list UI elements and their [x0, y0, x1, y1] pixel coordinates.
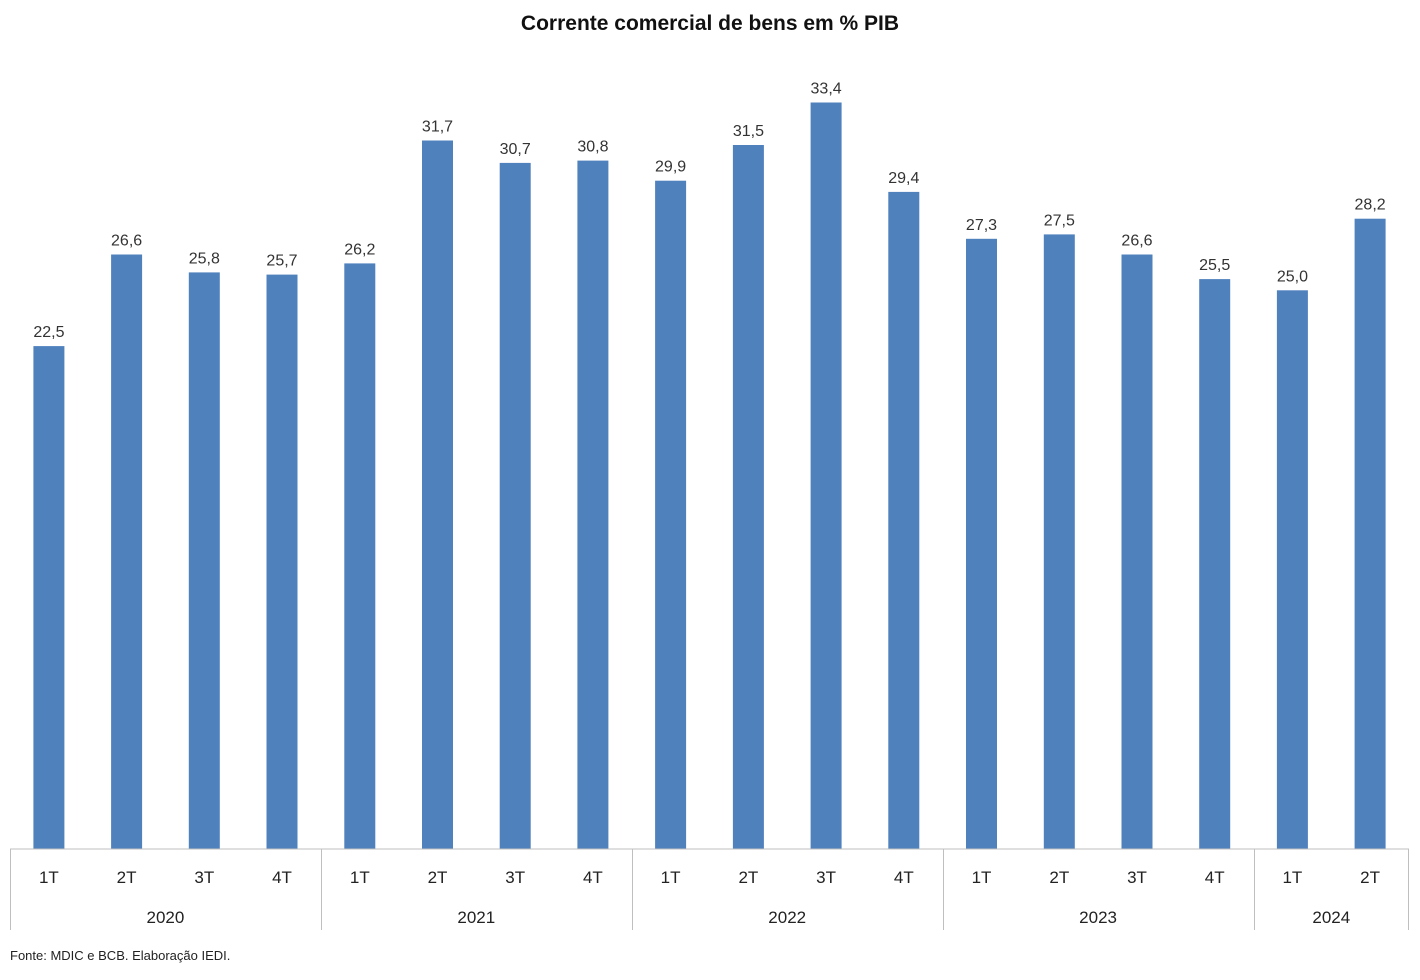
value-label-1: 22,5	[33, 324, 64, 341]
bar-7	[499, 162, 531, 849]
quarter-tick-label: 4T	[894, 868, 914, 887]
year-label-2020: 2020	[146, 908, 184, 927]
bar-4	[266, 274, 298, 850]
year-label-2023: 2023	[1079, 908, 1117, 927]
quarter-tick-label: 3T	[1127, 868, 1147, 887]
value-label-3: 25,8	[189, 250, 220, 267]
chart-title: Corrente comercial de bens em % PIB	[520, 12, 900, 35]
bar-17	[1276, 290, 1308, 850]
quarter-tick-label: 2T	[1360, 868, 1380, 887]
quarter-tick-label: 1T	[661, 868, 681, 887]
quarter-tick-label: 3T	[816, 868, 836, 887]
bars-group	[33, 102, 1386, 850]
quarter-tick-label: 2T	[428, 868, 448, 887]
bar-9	[655, 180, 687, 849]
quarter-tick-label: 1T	[1282, 868, 1302, 887]
bar-18	[1354, 218, 1386, 849]
quarter-tick-label: 1T	[39, 868, 59, 887]
source-note: Fonte: MDIC e BCB. Elaboração IEDI.	[10, 948, 231, 963]
value-label-11: 33,4	[811, 81, 842, 98]
bar-11	[810, 102, 842, 849]
value-label-6: 31,7	[422, 119, 453, 136]
value-label-15: 26,6	[1121, 233, 1152, 250]
value-labels-group: 22,5 26,6 25,8 25,7 26,2 31,7 30,7 30,8 29,9 31,5…	[33, 81, 1385, 342]
bar-10	[732, 145, 764, 849]
value-label-4: 25,7	[266, 253, 297, 270]
value-label-9: 29,9	[655, 159, 686, 176]
value-label-18: 28,2	[1355, 197, 1386, 214]
bar-13	[966, 238, 997, 850]
value-label-16: 25,5	[1199, 257, 1230, 274]
value-label-5: 26,2	[344, 241, 375, 258]
value-label-13: 27,3	[966, 217, 997, 234]
quarter-tick-label: 3T	[505, 868, 525, 887]
quarter-tick-label: 4T	[583, 868, 603, 887]
bar-8	[577, 160, 609, 850]
value-label-8: 30,8	[577, 139, 608, 156]
bar-5	[344, 263, 376, 849]
year-label-2021: 2021	[457, 908, 495, 927]
value-label-17: 25,0	[1277, 268, 1308, 285]
bar-12	[888, 191, 920, 849]
year-label-2022: 2022	[768, 908, 806, 927]
value-label-12: 29,4	[888, 170, 919, 187]
bar-1	[33, 346, 65, 849]
bar-3	[188, 272, 220, 849]
bar-14	[1043, 234, 1075, 849]
value-label-10: 31,5	[733, 123, 764, 140]
quarter-tick-label: 4T	[1205, 868, 1225, 887]
quarter-tick-label: 1T	[972, 868, 992, 887]
quarter-tick-label: 2T	[117, 868, 137, 887]
bar-15	[1121, 254, 1153, 849]
quarter-tick-label: 2T	[1049, 868, 1069, 887]
bar-16	[1199, 279, 1231, 850]
quarter-tick-label: 2T	[738, 868, 758, 887]
value-label-2: 26,6	[111, 233, 142, 250]
value-label-7: 30,7	[500, 141, 531, 158]
bar-2	[111, 254, 143, 849]
category-axis: 1T 2T 3T 4T 1T 2T 3T 4T 1T 2T 3T 4T 1T 2T 3T 4T 1T 2T 2020…	[10, 848, 1409, 930]
year-label-2024: 2024	[1312, 908, 1350, 927]
bar-6	[422, 140, 453, 849]
quarter-tick-label: 1T	[350, 868, 370, 887]
quarter-tick-label: 3T	[194, 868, 214, 887]
value-label-14: 27,5	[1044, 212, 1075, 229]
quarter-tick-label: 4T	[272, 868, 292, 887]
